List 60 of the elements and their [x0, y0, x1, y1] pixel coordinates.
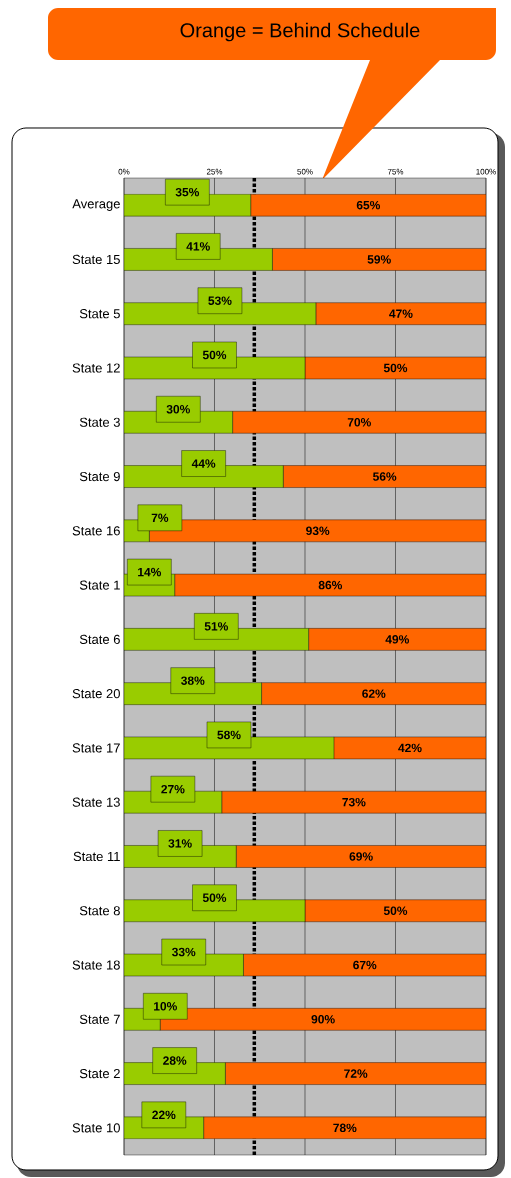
- y-tick-label: State 12: [72, 363, 120, 373]
- y-tick-label: State 7: [79, 1014, 120, 1024]
- data-label: 33%: [172, 947, 196, 957]
- y-tick-label: State 16: [72, 526, 120, 536]
- y-tick-label: State 18: [72, 960, 120, 970]
- y-tick-label: State 20: [72, 689, 120, 699]
- y-tick-label: State 8: [79, 906, 120, 916]
- data-label: 7%: [151, 513, 169, 523]
- data-label: 58%: [217, 730, 241, 740]
- data-label: 27%: [161, 784, 185, 794]
- y-tick-label: State 17: [72, 743, 120, 753]
- data-label: 50%: [383, 363, 408, 373]
- data-label: 50%: [383, 906, 408, 915]
- data-label: 65%: [356, 200, 381, 210]
- data-label: 70%: [347, 418, 371, 427]
- x-tick-label: 25%: [206, 168, 223, 175]
- data-label: 47%: [389, 309, 413, 318]
- x-tick-label: 75%: [387, 168, 404, 175]
- y-tick-label: Average: [72, 199, 120, 211]
- y-tick-label: State 15: [72, 254, 120, 265]
- data-label: 56%: [373, 472, 397, 481]
- data-label: 59%: [367, 255, 391, 264]
- data-label: 72%: [344, 1069, 368, 1078]
- data-label: 44%: [191, 459, 216, 468]
- y-tick-label: State 5: [79, 309, 120, 319]
- data-label: 38%: [181, 676, 205, 685]
- data-label: 41%: [186, 242, 210, 251]
- y-tick-label: State 3: [79, 417, 120, 427]
- data-label: 62%: [362, 689, 386, 698]
- data-label: 42%: [398, 743, 422, 753]
- y-tick-label: State 13: [72, 797, 120, 807]
- y-tick-label: State 1: [79, 580, 120, 590]
- y-tick-label: State 11: [73, 851, 120, 862]
- data-label: 50%: [202, 893, 227, 902]
- data-label: 22%: [152, 1110, 176, 1120]
- data-label: 53%: [208, 296, 232, 305]
- x-tick-label: 0%: [118, 168, 130, 175]
- chart-title: Orange = Behind Schedule: [180, 22, 420, 42]
- y-tick-label: State 9: [79, 471, 120, 482]
- data-label: 51%: [204, 622, 228, 631]
- y-tick-label: State 10: [72, 1123, 120, 1133]
- data-label: 69%: [349, 852, 373, 861]
- data-label: 93%: [306, 526, 330, 536]
- data-label: 49%: [385, 635, 409, 644]
- data-label: 35%: [175, 187, 200, 197]
- data-label: 78%: [333, 1123, 357, 1133]
- y-tick-label: State 2: [79, 1068, 120, 1079]
- data-label: 86%: [318, 580, 343, 590]
- data-label: 90%: [311, 1015, 335, 1024]
- data-label: 31%: [168, 839, 192, 848]
- y-tick-label: State 6: [79, 634, 120, 644]
- data-label: 50%: [202, 350, 227, 360]
- data-label: 10%: [154, 1002, 177, 1011]
- data-label: 28%: [163, 1056, 187, 1065]
- data-label: 73%: [342, 797, 366, 807]
- data-label: 30%: [166, 405, 190, 414]
- data-label: 14%: [138, 567, 162, 577]
- data-label: 67%: [353, 960, 377, 970]
- x-tick-label: 100%: [476, 168, 496, 175]
- x-tick-label: 50%: [297, 168, 313, 175]
